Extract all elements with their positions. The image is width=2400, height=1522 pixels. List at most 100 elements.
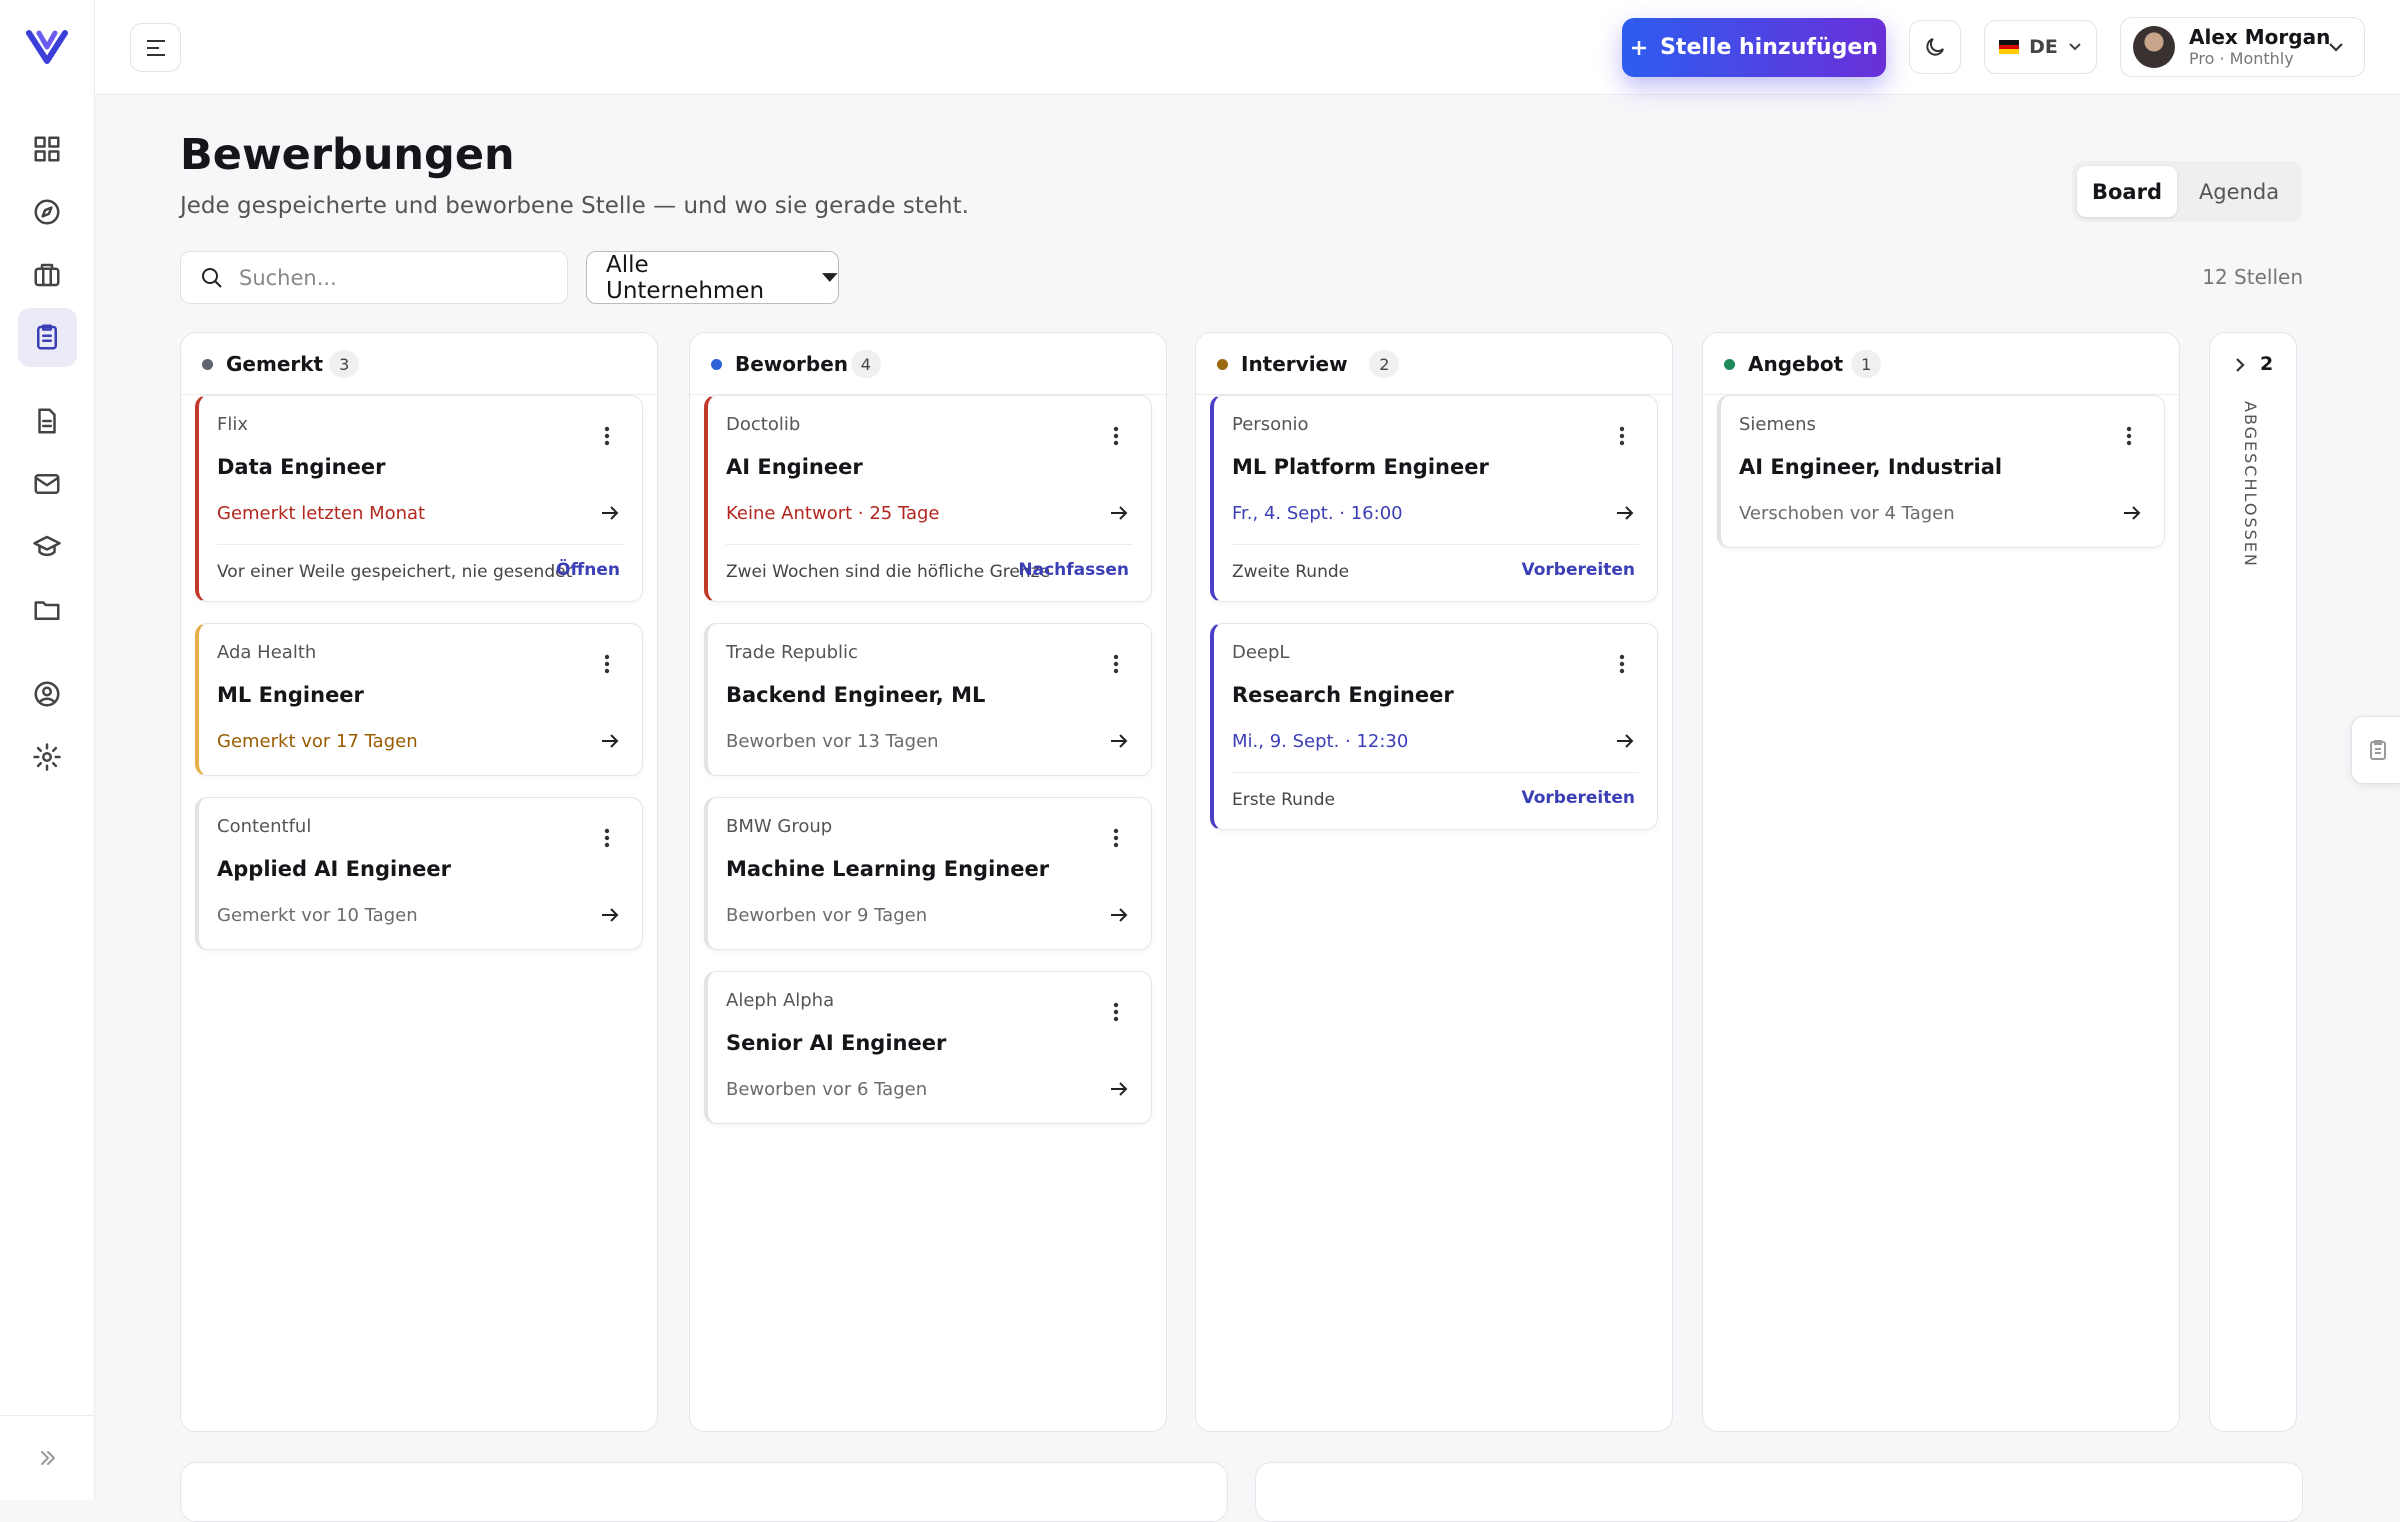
open-arrow[interactable] <box>1109 504 1129 526</box>
job-card[interactable]: DeepL Research Engineer Mi., 9. Sept. · 12… <box>1210 623 1658 830</box>
column-count: 1 <box>1851 350 1882 378</box>
open-arrow[interactable] <box>2122 504 2142 526</box>
language-select[interactable]: DE <box>1984 20 2097 74</box>
card-action[interactable]: Vorbereiten <box>1521 788 1636 808</box>
card-footer: Zwei Wochen sind die höfliche Grenze <box>726 562 1051 582</box>
job-card[interactable]: Doctolib AI Engineer Keine Antwort · 25 Ta… <box>704 395 1152 602</box>
open-arrow[interactable] <box>1109 906 1129 928</box>
view-agenda[interactable]: Agenda <box>2198 179 2280 204</box>
nav-applications[interactable] <box>32 322 62 352</box>
expand-sidebar[interactable] <box>36 1446 60 1470</box>
job-card[interactable]: Aleph Alpha Senior AI Engineer Beworben vo… <box>704 971 1152 1124</box>
company: Contentful <box>217 816 312 837</box>
theme-toggle[interactable] <box>1909 20 1961 74</box>
nav-profile[interactable] <box>32 679 62 709</box>
open-arrow[interactable] <box>1109 1080 1129 1102</box>
kanban-column: Interview 2 Personio ML Platform Engineer Fr… <box>1195 332 1673 1432</box>
card-status: Gemerkt vor 17 Tagen <box>217 731 418 752</box>
job-card[interactable]: Flix Data Engineer Gemerkt letzten Monat Vo… <box>195 395 643 602</box>
card-action[interactable]: Vorbereiten <box>1521 560 1636 580</box>
search-placeholder: Suchen... <box>239 265 337 290</box>
job-card[interactable]: BMW Group Machine Learning Engineer Beworb… <box>704 797 1152 950</box>
job-card[interactable]: Personio ML Platform Engineer Fr., 4. Sept… <box>1210 395 1658 602</box>
nav-settings[interactable] <box>32 742 62 772</box>
bottom-panel-right <box>1255 1462 2303 1522</box>
company: Aleph Alpha <box>726 990 835 1011</box>
search-box[interactable]: Suchen... <box>180 251 568 304</box>
card-status: Gemerkt letzten Monat <box>217 503 426 524</box>
card-menu[interactable] <box>2126 426 2132 450</box>
column-header-divider <box>181 394 657 395</box>
job-title: Applied AI Engineer <box>217 857 451 881</box>
add-job-button[interactable]: Stelle hinzufügen <box>1622 18 1886 77</box>
card-menu[interactable] <box>604 654 610 678</box>
open-arrow[interactable] <box>1109 732 1129 754</box>
user-plan: Pro · Monthly <box>2189 49 2294 69</box>
column-name: Angebot <box>1748 352 1844 376</box>
card-menu[interactable] <box>1619 426 1625 450</box>
job-card[interactable]: Trade Republic Backend Engineer, ML Beworb… <box>704 623 1152 776</box>
card-menu[interactable] <box>1113 426 1119 450</box>
column-header-divider <box>1703 394 2179 395</box>
nav-learning[interactable] <box>32 532 62 562</box>
card-action[interactable]: Öffnen <box>556 560 620 580</box>
card-menu[interactable] <box>1113 1002 1119 1026</box>
card-status: Keine Antwort · 25 Tage <box>726 503 940 524</box>
open-arrow[interactable] <box>600 504 620 526</box>
card-status: Fr., 4. Sept. · 16:00 <box>1232 503 1403 524</box>
card-menu[interactable] <box>1113 654 1119 678</box>
kanban-column: Gemerkt 3 Flix Data Engineer Gemerkt letzten… <box>180 332 658 1432</box>
open-arrow[interactable] <box>600 732 620 754</box>
job-title: Research Engineer <box>1232 683 1454 707</box>
job-title: Senior AI Engineer <box>726 1031 947 1055</box>
nav-jobs[interactable] <box>32 260 62 290</box>
nav-active-bg <box>18 308 77 367</box>
column-name: Interview <box>1241 352 1348 376</box>
language: DE <box>2029 36 2058 58</box>
job-count: 12 Stellen <box>2202 265 2303 289</box>
company: BMW Group <box>726 816 833 837</box>
open-arrow[interactable] <box>600 906 620 928</box>
card-action[interactable]: Nachfassen <box>1018 560 1129 580</box>
column-header-divider <box>1196 394 1672 395</box>
company-filter-label: Alle Unternehmen <box>606 251 765 304</box>
collapsed-column[interactable]: 2 ABGESCHLOSSEN <box>2209 332 2297 1432</box>
nav-folder[interactable] <box>32 595 62 625</box>
company: Ada Health <box>217 642 317 663</box>
company: DeepL <box>1232 642 1290 663</box>
job-card[interactable]: Ada Health ML Engineer Gemerkt vor 17 Tage… <box>195 623 643 776</box>
column-count: 3 <box>329 350 360 378</box>
avatar <box>2133 26 2175 68</box>
card-divider <box>726 544 1133 545</box>
card-menu[interactable] <box>1619 654 1625 678</box>
card-menu[interactable] <box>1113 828 1119 852</box>
nav-documents[interactable] <box>32 406 62 436</box>
card-menu[interactable] <box>604 828 610 852</box>
page-subtitle: Jede gespeicherte und beworbene Stelle —… <box>180 193 969 219</box>
view-board[interactable]: Board <box>2077 166 2177 217</box>
logo[interactable] <box>26 27 68 67</box>
column-dot <box>1217 359 1228 370</box>
user-menu[interactable]: Alex Morgan Pro · Monthly <box>2120 17 2365 77</box>
kanban-column: Beworben 4 Doctolib AI Engineer Keine Antwor… <box>689 332 1167 1432</box>
company: Trade Republic <box>726 642 858 663</box>
job-title: ML Engineer <box>217 683 364 707</box>
nav-dashboard[interactable] <box>32 134 62 164</box>
user-name: Alex Morgan <box>2189 25 2331 50</box>
nav-explore[interactable] <box>32 197 62 227</box>
open-arrow[interactable] <box>1615 504 1635 526</box>
nav-mail[interactable] <box>32 469 62 499</box>
card-divider <box>1232 772 1639 773</box>
menu-button[interactable] <box>130 23 181 72</box>
side-tab[interactable] <box>2351 716 2400 784</box>
job-card[interactable]: Siemens AI Engineer, Industrial Verschoben… <box>1717 395 2165 548</box>
card-status: Beworben vor 9 Tagen <box>726 905 928 926</box>
job-card[interactable]: Contentful Applied AI Engineer Gemerkt vor… <box>195 797 643 950</box>
company-filter[interactable]: Alle Unternehmen <box>586 251 839 304</box>
open-arrow[interactable] <box>1615 732 1635 754</box>
add-job-label: Stelle hinzufügen <box>1660 35 1878 60</box>
card-menu[interactable] <box>604 426 610 450</box>
collapsed-count: 2 <box>2260 353 2274 375</box>
column-count: 4 <box>850 350 881 378</box>
